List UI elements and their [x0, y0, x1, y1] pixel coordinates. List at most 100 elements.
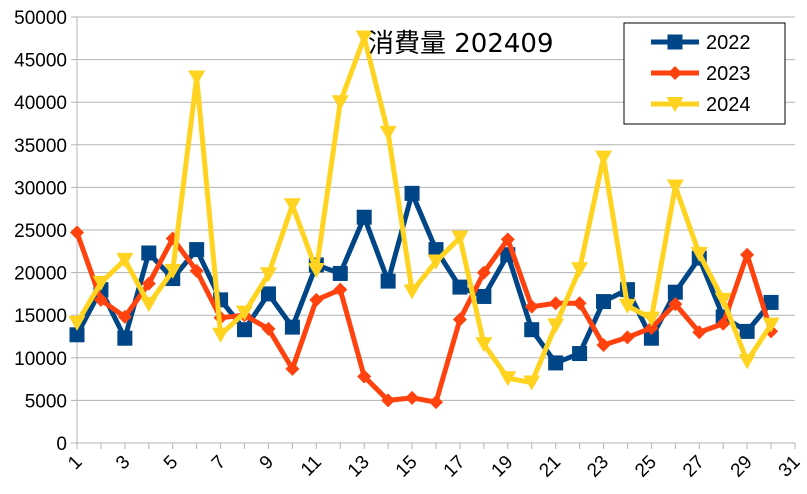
- x-tick-label-27: 27: [679, 452, 709, 482]
- point-2022-18: [476, 288, 492, 304]
- point-2023-29: [740, 247, 755, 262]
- point-2023-11: [309, 292, 324, 307]
- legend-box: [623, 22, 786, 125]
- point-2023-22: [572, 296, 587, 311]
- point-2023-18: [476, 265, 491, 280]
- point-2024-16: [427, 254, 445, 270]
- point-2024-2: [92, 275, 110, 291]
- y-tick-label-45000: 45000: [14, 51, 67, 72]
- x-tick-label-19: 19: [488, 452, 518, 482]
- point-2024-26: [666, 179, 684, 195]
- point-2024-20: [523, 375, 541, 391]
- point-2024-3: [116, 252, 134, 268]
- point-2023-1: [70, 225, 84, 240]
- x-tick-label-9: 9: [256, 452, 278, 474]
- point-2022-16: [428, 242, 444, 258]
- point-2023-26: [668, 297, 683, 312]
- point-2024-27: [690, 246, 708, 262]
- x-tick-label-5: 5: [160, 452, 182, 474]
- x-tick-label-17: 17: [440, 452, 470, 482]
- point-2024-21: [547, 318, 565, 334]
- point-2023-3: [117, 309, 132, 324]
- x-tick-label-31: 31: [775, 452, 805, 482]
- point-2023-21: [548, 296, 563, 311]
- y-tick-label-15000: 15000: [14, 306, 67, 327]
- point-2022-15: [404, 185, 420, 201]
- chart-title: 消費量 202409: [368, 29, 554, 59]
- x-tick-label-15: 15: [392, 452, 422, 482]
- point-2022-1: [69, 327, 85, 343]
- point-2024-19: [499, 371, 517, 387]
- point-2022-17: [452, 279, 468, 295]
- y-tick-label-25000: 25000: [14, 221, 67, 242]
- point-2024-1: [68, 315, 86, 331]
- y-axis-ticks: 0 5000 10000 15000 20000 25000 30000 35000 40000…: [14, 8, 77, 455]
- point-2023-10: [285, 361, 300, 376]
- point-2024-23: [595, 150, 613, 166]
- legend: 2022 2023 2024: [623, 22, 786, 125]
- point-2023-9: [261, 321, 276, 336]
- x-tick-label-25: 25: [631, 452, 661, 482]
- point-2023-17: [452, 312, 467, 327]
- point-2022-25: [643, 330, 659, 346]
- legend-label-2022: 2022: [706, 32, 751, 54]
- point-2022-8: [237, 322, 253, 338]
- point-2023-24: [620, 330, 635, 345]
- point-2023-20: [524, 299, 539, 314]
- legend-marker-2024: [666, 97, 684, 112]
- point-2022-14: [380, 273, 396, 289]
- series-line-2024: [74, 34, 774, 386]
- y-tick-label-35000: 35000: [14, 136, 67, 157]
- point-2023-15: [405, 390, 420, 405]
- point-2023-25: [644, 320, 659, 335]
- point-2023-13: [357, 369, 372, 384]
- y-tick-label-5000: 5000: [25, 391, 67, 412]
- point-2023-14: [381, 393, 396, 408]
- point-2022-30: [763, 294, 779, 310]
- point-2023-16: [429, 395, 443, 410]
- point-2023-28: [716, 316, 731, 331]
- legend-marker-2023: [668, 66, 682, 80]
- x-tick-label-1: 1: [64, 452, 86, 474]
- point-2023-27: [692, 325, 707, 340]
- legend-label-2024: 2024: [706, 94, 751, 116]
- point-2024-25: [642, 311, 660, 327]
- point-2024-6: [188, 70, 206, 86]
- point-2022-29: [739, 323, 755, 339]
- point-2023-6: [189, 263, 204, 278]
- point-2024-29: [738, 354, 756, 370]
- series-2024: [68, 30, 780, 391]
- point-2024-11: [307, 263, 325, 279]
- point-2023-4: [141, 276, 156, 291]
- y-tick-label-50000: 50000: [14, 8, 67, 29]
- point-2022-4: [141, 245, 157, 261]
- y-tick-label-20000: 20000: [14, 264, 67, 285]
- point-2023-12: [333, 282, 348, 297]
- point-2022-21: [548, 355, 564, 371]
- point-2024-9: [259, 267, 277, 283]
- point-2022-6: [189, 242, 205, 258]
- point-2024-7: [212, 327, 230, 343]
- point-2024-28: [714, 292, 732, 308]
- x-tick-label-3: 3: [112, 452, 134, 474]
- point-2022-10: [284, 319, 300, 335]
- point-2024-4: [140, 297, 158, 313]
- x-axis-ticks: 1 3 5 7 9 11 13 15 17 19 21 23 25 27 29 31: [64, 443, 805, 482]
- series-layer: [68, 30, 780, 410]
- point-2024-12: [331, 95, 349, 111]
- point-2022-26: [667, 284, 683, 300]
- series-line-2023: [74, 230, 774, 405]
- point-2022-22: [572, 346, 588, 362]
- y-tick-label-10000: 10000: [14, 349, 67, 370]
- x-tick-label-7: 7: [208, 452, 230, 474]
- point-2024-13: [355, 30, 373, 46]
- y-tick-label-30000: 30000: [14, 178, 67, 199]
- point-2024-24: [618, 298, 636, 314]
- point-2022-9: [260, 286, 276, 302]
- point-2023-19: [500, 232, 515, 247]
- point-2024-30: [762, 317, 780, 333]
- x-tick-label-21: 21: [535, 452, 565, 482]
- x-tick-label-11: 11: [297, 452, 326, 481]
